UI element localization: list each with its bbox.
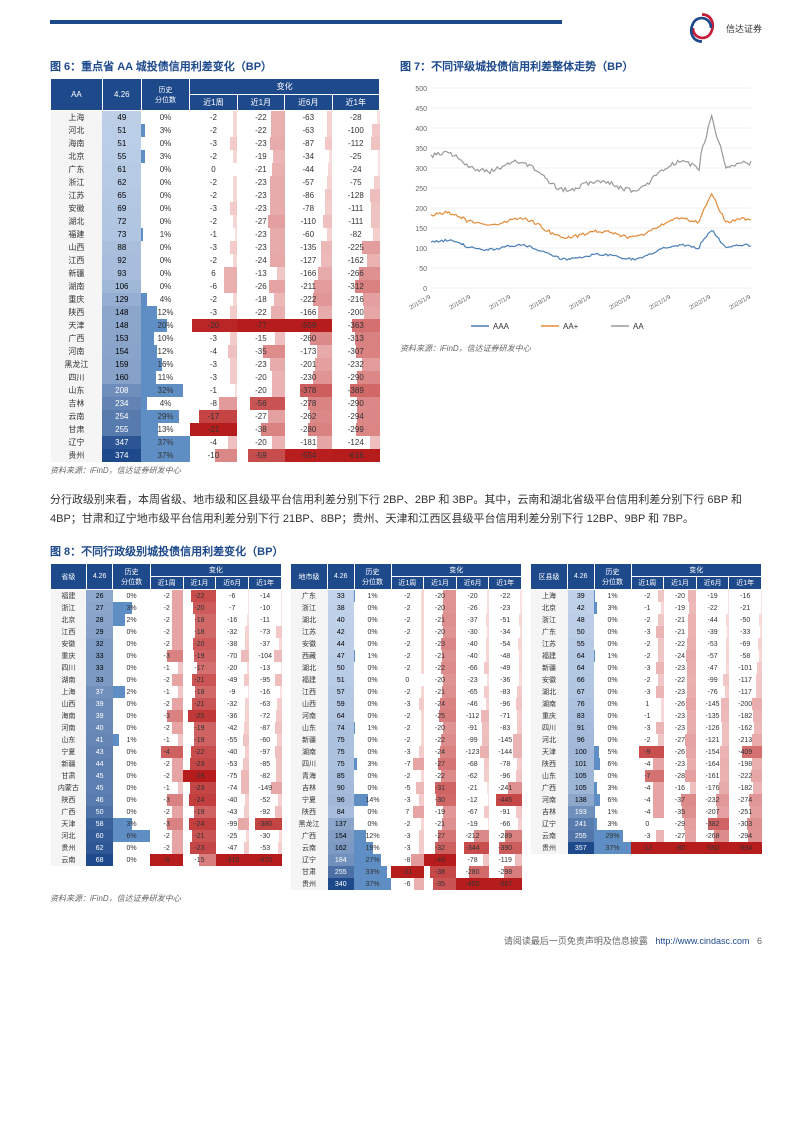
- body-text: 分行政级别来看，本周省级、地市级和区县级平台信用利差分别下行 2BP、2BP 和…: [50, 491, 762, 528]
- svg-text:450: 450: [415, 106, 427, 113]
- svg-text:300: 300: [415, 166, 427, 173]
- fig6-source: 资料来源：iFinD，信达证券研发中心: [50, 465, 380, 476]
- svg-text:2015/1/9: 2015/1/9: [409, 294, 433, 311]
- fig6-table: AA4.26历史分位数变化近1周近1月近6月近1年上海490%-2-22-63-…: [50, 78, 380, 462]
- svg-text:2019/1/9: 2019/1/9: [569, 294, 593, 311]
- footer-page: 6: [757, 936, 762, 946]
- svg-text:50: 50: [419, 266, 427, 273]
- svg-text:100: 100: [415, 246, 427, 253]
- svg-text:2021/1/9: 2021/1/9: [649, 294, 673, 311]
- fig8-city-table: 地市级4.26历史分位数变化近1周近1月近6月近1年广东331%-2-20-20…: [290, 563, 522, 890]
- svg-text:200: 200: [415, 206, 427, 213]
- svg-text:2022/1/9: 2022/1/9: [689, 294, 713, 311]
- svg-text:400: 400: [415, 126, 427, 133]
- fig8-prov-table: 省级4.26历史分位数变化近1周近1月近6月近1年福建260%-2-22-6-1…: [50, 563, 282, 866]
- svg-text:350: 350: [415, 146, 427, 153]
- fig8-title: 图 8：不同行政级别城投债信用利差变化（BP）: [50, 543, 762, 559]
- svg-text:0: 0: [423, 286, 427, 293]
- logo-text: 信达证券: [726, 22, 762, 35]
- svg-text:2016/1/9: 2016/1/9: [449, 294, 473, 311]
- logo-swirl-icon: [684, 10, 720, 46]
- fig6-title: 图 6：重点省 AA 城投债信用利差变化（BP）: [50, 58, 380, 74]
- fig8-dist-table: 区县级4.26历史分位数变化近1周近1月近6月近1年上海391%-2-20-19…: [530, 563, 762, 854]
- footer-link[interactable]: http://www.cindasc.com: [655, 936, 749, 946]
- svg-text:2018/1/9: 2018/1/9: [529, 294, 553, 311]
- svg-text:AA: AA: [633, 322, 644, 331]
- svg-text:250: 250: [415, 186, 427, 193]
- footer: 请阅读最后一页免责声明及信息披露 http://www.cindasc.com …: [50, 934, 762, 947]
- fig7-chart: 0 50 100 150 200 250 300 350 400 450 500 2015/1/9 20…: [400, 78, 762, 338]
- svg-text:2017/1/9: 2017/1/9: [489, 294, 513, 311]
- svg-text:AAA: AAA: [493, 322, 510, 331]
- svg-text:2023/1/9: 2023/1/9: [729, 294, 753, 311]
- svg-text:AA+: AA+: [563, 322, 579, 331]
- fig8-source: 资料来源：iFinD，信达证券研发中心: [50, 893, 762, 904]
- footer-text: 请阅读最后一页免责声明及信息披露: [504, 936, 648, 946]
- svg-text:500: 500: [415, 86, 427, 93]
- svg-text:2020/1/9: 2020/1/9: [609, 294, 633, 311]
- fig7-source: 资料来源：iFinD，信达证券研发中心: [400, 343, 762, 354]
- header-bar: [50, 20, 562, 24]
- svg-text:150: 150: [415, 226, 427, 233]
- fig7-title: 图 7：不同评级城投债信用利差整体走势（BP）: [400, 58, 762, 74]
- logo: 信达证券: [684, 10, 762, 46]
